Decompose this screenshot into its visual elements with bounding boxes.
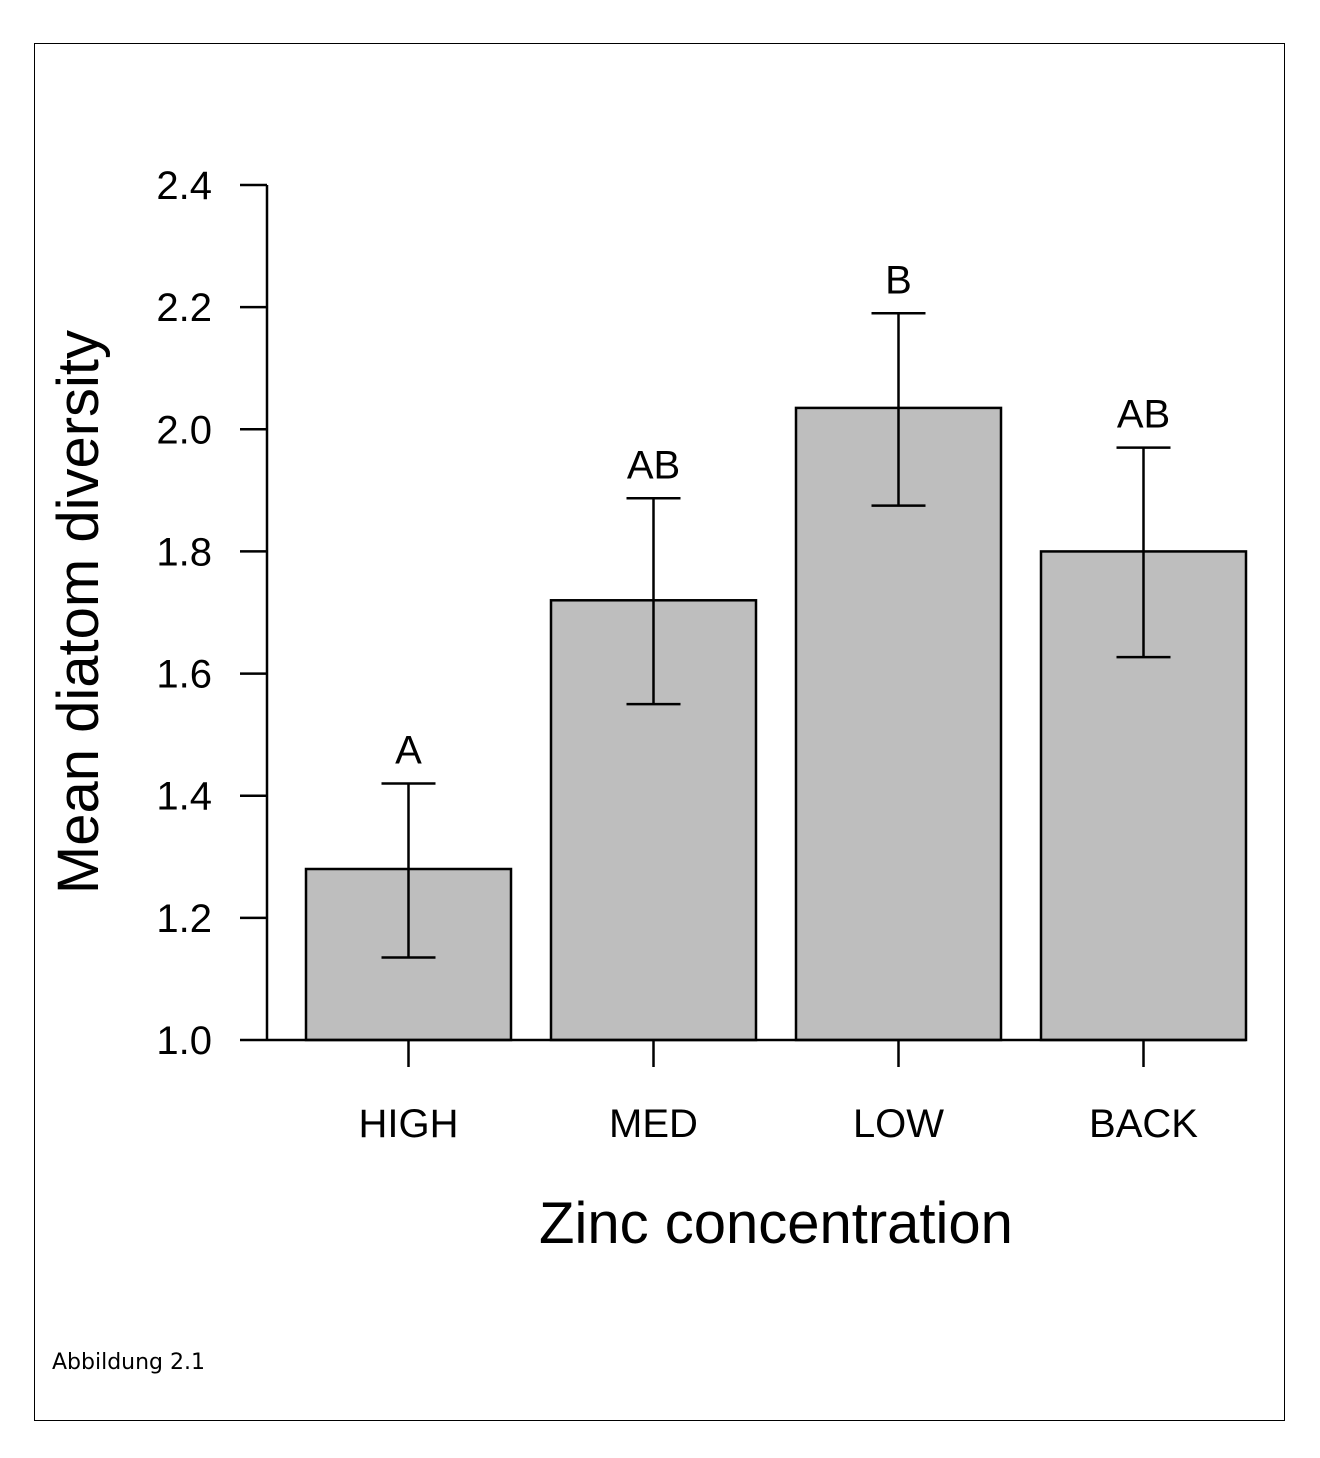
y-axis-label: Mean diatom diversity xyxy=(46,330,111,894)
figure-caption: Abbildung 2.1 xyxy=(52,1350,206,1375)
y-tick-label: 1.6 xyxy=(156,653,212,697)
x-tick-label: LOW xyxy=(853,1102,944,1146)
x-tick-label: MED xyxy=(609,1102,698,1146)
group-label: AB xyxy=(627,443,680,487)
group-label: B xyxy=(885,258,912,302)
bars: A AB B AB xyxy=(304,258,1248,1042)
figure-frame xyxy=(34,43,1285,1421)
x-axis-label: Zinc concentration xyxy=(539,1191,1013,1256)
y-axis: 1.0 1.2 1.4 1.6 1.8 2.0 2.2 2.4 xyxy=(156,164,269,1063)
y-tick-label: 1.8 xyxy=(156,530,212,574)
y-tick-label: 2.0 xyxy=(156,408,212,452)
x-tick-label: HIGH xyxy=(359,1102,459,1146)
y-tick-label: 1.2 xyxy=(156,897,212,941)
y-tick-label: 1.4 xyxy=(156,775,212,819)
group-label: AB xyxy=(1117,393,1170,437)
y-tick-label: 2.4 xyxy=(156,164,212,208)
y-tick-label: 2.2 xyxy=(156,286,212,330)
x-tick-label: BACK xyxy=(1089,1102,1198,1146)
x-axis: HIGH MED LOW BACK xyxy=(267,1038,1246,1146)
group-label: A xyxy=(395,729,422,773)
y-tick-label: 1.0 xyxy=(156,1019,212,1063)
